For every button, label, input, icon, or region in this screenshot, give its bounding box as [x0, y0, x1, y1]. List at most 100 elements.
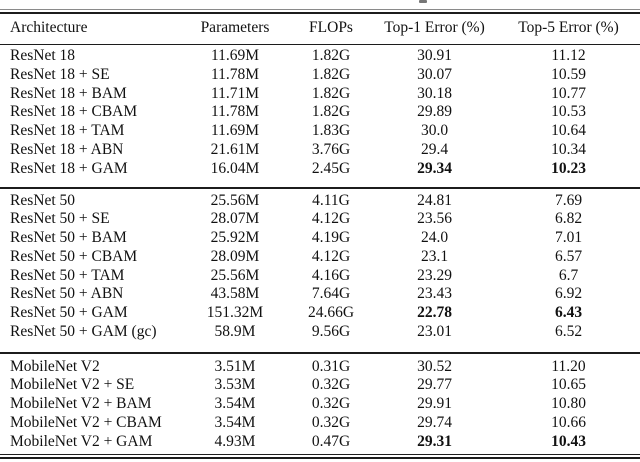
cell-architecture: MobileNet V2	[10, 357, 100, 375]
cell-architecture: ResNet 18 + TAM	[10, 122, 125, 140]
table-row: MobileNet V2 + CBAM 3.54M 0.32G 29.74 10.66	[0, 414, 640, 433]
table-bottom-rule-thin	[0, 453, 640, 455]
cell-top1-error: 29.89	[417, 103, 452, 121]
cell-parameters: 28.09M	[210, 247, 260, 265]
cell-flops: 9.56G	[311, 323, 351, 341]
cell-top5-error: 6.92	[554, 285, 583, 303]
table-header-row: Architecture Parameters FLOPs Top-1 Erro…	[0, 13, 640, 43]
cell-top5-error: 7.01	[554, 229, 583, 247]
table-top-rule-thin	[0, 9, 640, 10]
cell-architecture: ResNet 18 + GAM	[10, 159, 128, 177]
cell-parameters: 16.04M	[210, 159, 260, 177]
group-separator-rule	[0, 352, 640, 354]
cell-top5-error: 10.65	[551, 376, 586, 394]
cell-parameters: 25.56M	[210, 191, 260, 209]
cell-parameters: 11.69M	[210, 122, 260, 140]
table-row: MobileNet V2 + SE 3.53M 0.32G 29.77 10.65	[0, 376, 640, 395]
cell-flops: 1.82G	[311, 47, 351, 64]
cell-top1-error: 29.31	[417, 432, 452, 450]
table-row: ResNet 50 + SE 28.07M 4.12G 23.56 6.82	[0, 210, 640, 229]
cell-top1-error: 30.07	[417, 65, 452, 83]
table-row: ResNet 50 25.56M 4.11G 24.81 7.69	[0, 192, 640, 211]
cell-flops: 0.32G	[311, 413, 351, 431]
table-row: ResNet 18 + ABN 21.61M 3.76G 29.4 10.34	[0, 141, 640, 160]
cell-top5-error: 10.80	[551, 395, 586, 413]
cell-parameters: 43.58M	[210, 285, 260, 303]
header-separator-rule	[0, 43, 640, 46]
column-header-top1-error: Top-1 Error (%)	[384, 19, 485, 36]
cell-architecture: ResNet 50 + CBAM	[10, 247, 138, 265]
cell-parameters: 25.56M	[210, 266, 260, 284]
cell-architecture: ResNet 50 + BAM	[10, 229, 127, 247]
cell-flops: 2.45G	[311, 159, 351, 177]
cell-top5-error: 6.57	[554, 247, 583, 265]
cell-architecture: MobileNet V2 + CBAM	[10, 413, 162, 431]
cell-parameters: 3.51M	[214, 357, 256, 375]
cell-parameters: 58.9M	[214, 323, 256, 341]
cell-top5-error: 10.53	[551, 103, 586, 121]
cell-flops: 4.12G	[311, 210, 351, 228]
cell-top1-error: 29.91	[417, 395, 452, 413]
cell-parameters: 151.32M	[206, 304, 264, 322]
cell-architecture: ResNet 18	[10, 47, 76, 64]
table-row: ResNet 18 + GAM 16.04M 2.45G 29.34 10.23	[0, 160, 640, 179]
cell-top1-error: 30.18	[417, 84, 452, 102]
cell-architecture: ResNet 50 + ABN	[10, 285, 124, 303]
cell-top1-error: 30.91	[417, 47, 452, 64]
cell-parameters: 11.69M	[210, 47, 260, 64]
cell-architecture: ResNet 50	[10, 191, 76, 209]
cell-parameters: 11.78M	[210, 103, 260, 121]
cell-top5-error: 11.20	[551, 357, 586, 375]
cell-top1-error: 24.81	[417, 191, 452, 209]
cell-top5-error: 10.77	[551, 84, 586, 102]
table-row: MobileNet V2 + BAM 3.54M 0.32G 29.91 10.80	[0, 395, 640, 414]
cell-flops: 1.82G	[311, 65, 351, 83]
cell-top1-error: 30.52	[417, 357, 452, 375]
cell-architecture: ResNet 18 + CBAM	[10, 103, 138, 121]
table-row: ResNet 18 + CBAM 11.78M 1.82G 29.89 10.53	[0, 103, 640, 122]
table-row: ResNet 50 + GAM (gc) 58.9M 9.56G 23.01 6.52	[0, 323, 640, 342]
cell-flops: 4.11G	[312, 191, 350, 209]
cell-parameters: 11.78M	[210, 65, 260, 83]
cell-top1-error: 24.0	[420, 229, 449, 247]
table-row: ResNet 50 + GAM 151.32M 24.66G 22.78 6.43	[0, 304, 640, 323]
cell-flops: 0.31G	[311, 357, 351, 375]
cell-flops: 7.64G	[311, 285, 351, 303]
cell-flops: 4.16G	[311, 266, 351, 284]
cell-top1-error: 23.1	[420, 247, 449, 265]
table-group-resnet18: ResNet 18 11.69M 1.82G 30.91 11.12 ResNet 18 …	[0, 47, 640, 179]
cell-top1-error: 22.78	[417, 304, 452, 322]
cell-top5-error: 10.64	[551, 122, 586, 140]
table-row: ResNet 50 + TAM 25.56M 4.16G 23.29 6.7	[0, 267, 640, 286]
cell-architecture: ResNet 18 + SE	[10, 65, 110, 83]
cell-parameters: 11.71M	[210, 84, 260, 102]
table-bottom-rule-thick	[0, 456, 640, 459]
cell-architecture: ResNet 18 + ABN	[10, 140, 124, 158]
cell-architecture: ResNet 50 + TAM	[10, 266, 125, 284]
cell-flops: 1.82G	[311, 84, 351, 102]
cell-flops: 0.32G	[311, 395, 351, 413]
cell-top5-error: 10.23	[551, 159, 586, 177]
cell-flops: 3.76G	[311, 140, 351, 158]
group-separator-rule	[0, 187, 640, 189]
table-row: MobileNet V2 3.51M 0.31G 30.52 11.20	[0, 358, 640, 377]
caption-remnant	[419, 0, 427, 3]
cell-flops: 0.32G	[311, 376, 351, 394]
cell-top1-error: 29.34	[417, 159, 452, 177]
cell-top1-error: 23.56	[417, 210, 452, 228]
cell-architecture: MobileNet V2 + SE	[10, 376, 135, 394]
cell-architecture: ResNet 50 + SE	[10, 210, 110, 228]
cell-top1-error: 30.0	[420, 122, 449, 140]
column-header-parameters: Parameters	[200, 19, 270, 36]
column-header-top5-error: Top-5 Error (%)	[518, 19, 619, 36]
cell-top1-error: 23.43	[417, 285, 452, 303]
cell-flops: 24.66G	[307, 304, 355, 322]
column-header-architecture: Architecture	[10, 19, 88, 36]
table-row: ResNet 18 + BAM 11.71M 1.82G 30.18 10.77	[0, 85, 640, 104]
cell-top5-error: 10.43	[551, 432, 586, 450]
table-row: ResNet 18 + TAM 11.69M 1.83G 30.0 10.64	[0, 122, 640, 141]
cell-top5-error: 6.82	[554, 210, 583, 228]
cell-parameters: 4.93M	[214, 432, 256, 450]
cell-top5-error: 10.59	[551, 65, 586, 83]
